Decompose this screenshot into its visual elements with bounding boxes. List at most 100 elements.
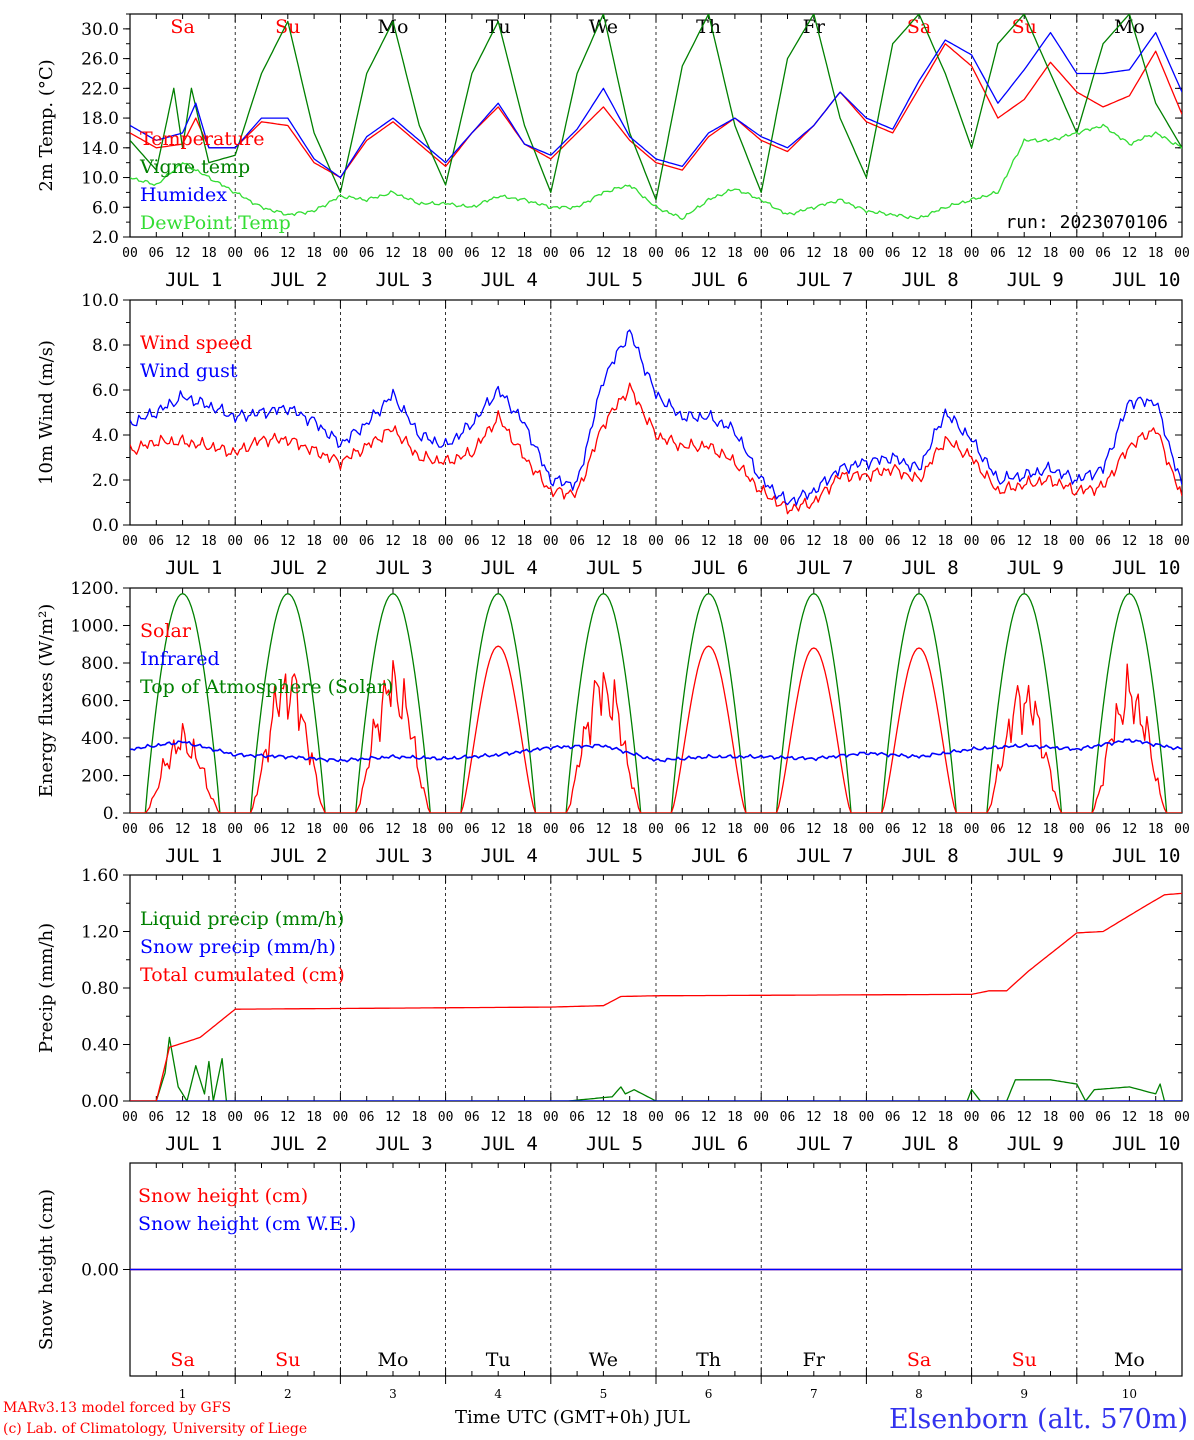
hour-tick-label: 12	[280, 246, 296, 261]
hour-tick-label: 12	[175, 534, 191, 549]
day-date-label: JUL 4	[481, 269, 538, 291]
hour-tick-label: 12	[806, 534, 822, 549]
y-tick-label: 800.	[81, 654, 119, 674]
day-abbr-label: Sa	[907, 1349, 931, 1371]
day-abbr-label: Mo	[1114, 16, 1145, 38]
hour-tick-label: 00	[543, 1110, 559, 1125]
hour-tick-label: 12	[911, 534, 927, 549]
hour-tick-label: 18	[411, 1110, 427, 1125]
hour-tick-label: 12	[701, 1110, 717, 1125]
hour-tick-label: 00	[333, 534, 349, 549]
hour-tick-label: 00	[122, 822, 138, 837]
day-date-label: JUL 9	[1007, 269, 1064, 291]
legend-entry: Total cumulated (cm)	[140, 964, 345, 986]
y-tick-label: 600.	[81, 692, 119, 712]
hour-tick-label: 00	[859, 822, 875, 837]
hour-tick-label: 06	[464, 246, 480, 261]
hour-tick-label: 06	[148, 246, 164, 261]
y-tick-label: 0.40	[81, 1036, 119, 1056]
day-number-label: 5	[600, 1387, 608, 1401]
day-date-label: JUL 10	[1112, 269, 1181, 291]
legend-entry: Infrared	[140, 648, 220, 670]
hour-tick-label: 12	[911, 246, 927, 261]
series-toa	[130, 592, 1182, 813]
day-abbr-label: Su	[275, 1349, 300, 1371]
hour-tick-label: 18	[622, 534, 638, 549]
hour-tick-label: 12	[1016, 534, 1032, 549]
hour-tick-label: 06	[254, 534, 270, 549]
x-axis-label: Time UTC (GMT+0h) JUL	[455, 1407, 690, 1428]
series-solar	[130, 645, 1182, 813]
y-tick-label: 22.0	[81, 79, 119, 99]
hour-tick-label: 00	[648, 822, 664, 837]
hour-tick-label: 18	[622, 822, 638, 837]
y-tick-label: 1.60	[81, 866, 119, 886]
day-date-label: JUL 5	[586, 845, 643, 867]
y-tick-label: 1200.	[70, 579, 119, 599]
hour-tick-label: 12	[175, 1110, 191, 1125]
day-date-label: JUL 9	[1007, 1133, 1064, 1155]
y-tick-label: 8.0	[92, 336, 119, 356]
series-layer	[130, 892, 1182, 1101]
day-number-label: 4	[494, 1387, 502, 1401]
hour-tick-label: 18	[411, 534, 427, 549]
hour-tick-label: 18	[1043, 246, 1059, 261]
hour-tick-label: 18	[517, 1110, 533, 1125]
legend-entry: DewPoint Temp	[140, 212, 291, 234]
hour-tick-label: 00	[964, 1110, 980, 1125]
hour-tick-label: 00	[859, 534, 875, 549]
hour-tick-label: 06	[148, 822, 164, 837]
series-3	[130, 123, 1182, 221]
y-tick-label: 2.0	[92, 228, 119, 248]
hour-tick-label: 00	[648, 1110, 664, 1125]
day-abbr-label: Fr	[803, 1349, 826, 1371]
hour-tick-label: 06	[674, 246, 690, 261]
hour-tick-label: 06	[1095, 246, 1111, 261]
hour-tick-label: 18	[1043, 534, 1059, 549]
day-date-label: JUL 6	[691, 845, 748, 867]
hour-tick-label: 12	[806, 822, 822, 837]
hour-tick-label: 18	[201, 534, 217, 549]
day-date-label: JUL 2	[270, 557, 327, 579]
hour-tick-label: 00	[1174, 246, 1190, 261]
y-tick-label: 0.80	[81, 979, 119, 999]
hour-tick-label: 12	[701, 822, 717, 837]
series-1	[130, 14, 1182, 201]
day-number-label: 8	[915, 1387, 923, 1401]
hour-tick-label: 00	[333, 1110, 349, 1125]
hour-tick-label: 12	[385, 822, 401, 837]
hour-tick-label: 12	[1016, 822, 1032, 837]
day-abbr-label: Sa	[170, 1349, 194, 1371]
hour-tick-label: 00	[227, 822, 243, 837]
y-tick-label: 200.	[81, 767, 119, 787]
hour-tick-label: 00	[964, 822, 980, 837]
hour-tick-label: 06	[885, 534, 901, 549]
y-tick-label: 30.0	[81, 20, 119, 40]
hour-tick-label: 00	[438, 822, 454, 837]
hour-tick-label: 06	[569, 534, 585, 549]
hour-tick-label: 06	[990, 1110, 1006, 1125]
hour-tick-label: 12	[806, 1110, 822, 1125]
day-date-label: JUL 8	[901, 557, 958, 579]
hour-tick-label: 06	[780, 1110, 796, 1125]
hour-tick-label: 18	[937, 534, 953, 549]
hour-tick-label: 18	[1148, 822, 1164, 837]
hour-tick-label: 00	[1069, 246, 1085, 261]
day-number-label: 6	[705, 1387, 713, 1401]
panel-5: 0.00 Snow height (cm) Sa 1 Su 2 Mo 3 Tu 4 We 5 Th 6 Fr…	[36, 1162, 1183, 1401]
legend-entry: Snow precip (mm/h)	[140, 936, 336, 958]
hour-tick-label: 18	[411, 246, 427, 261]
hour-tick-label: 18	[727, 1110, 743, 1125]
hour-tick-label: 18	[306, 246, 322, 261]
hour-tick-label: 00	[753, 1110, 769, 1125]
hour-tick-label: 06	[148, 534, 164, 549]
hour-tick-label: 12	[280, 534, 296, 549]
hour-tick-label: 00	[333, 822, 349, 837]
hour-tick-label: 12	[806, 246, 822, 261]
y-axis-label: Energy fluxes (W/m²)	[36, 604, 57, 798]
hour-tick-label: 18	[622, 1110, 638, 1125]
hour-tick-label: 18	[1148, 246, 1164, 261]
hour-tick-label: 12	[385, 1110, 401, 1125]
y-tick-label: 0.00	[81, 1261, 119, 1281]
day-number-label: 3	[389, 1387, 397, 1401]
